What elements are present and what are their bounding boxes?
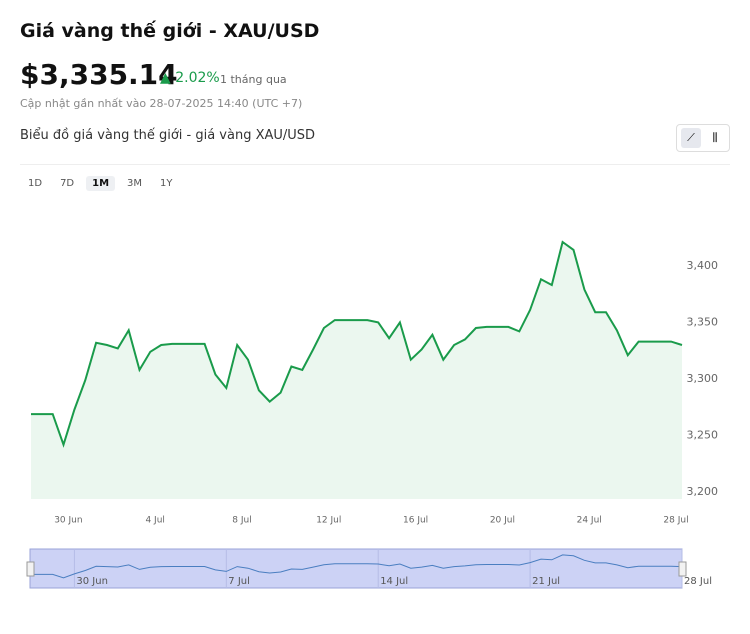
navigator-label: 14 Jul (380, 576, 408, 587)
navigator-line (31, 554, 683, 579)
y-tick-label: 3,400 (687, 259, 719, 272)
x-tick-label: 28 Jul (663, 516, 688, 526)
range-button[interactable]: 1Y (160, 178, 173, 189)
navigator-label: 28 Jul (684, 576, 712, 587)
page-title: Giá vàng thế giới - XAU/USD (20, 20, 320, 42)
x-tick-label: 20 Jul (490, 516, 515, 526)
updated: Cập nhật gần nhất vào 28-07-2025 14:40 (… (20, 97, 303, 110)
y-tick-label: 3,350 (687, 315, 719, 328)
divider (20, 164, 730, 165)
navigator-handle[interactable] (26, 561, 35, 577)
range-buttons: 1D 7D 1M 3M 1Y (22, 176, 179, 191)
line-mode[interactable]: ⟋ (681, 128, 701, 148)
change-value: 2.02% (175, 70, 220, 86)
range-button[interactable]: 3M (127, 178, 143, 189)
range-button[interactable]: 1D (28, 178, 43, 189)
chart-type-toggle[interactable]: ⟋ ⫼ (676, 124, 730, 152)
y-tick-label: 3,250 (687, 429, 719, 442)
x-tick-label: 16 Jul (403, 516, 428, 526)
range-button[interactable]: 7D (60, 178, 75, 189)
line (31, 240, 683, 448)
navigator-label: 7 Jul (228, 576, 250, 587)
navigator-label: 30 Jun (76, 576, 108, 587)
x-tick-label: 30 Jun (54, 516, 82, 526)
candle-mode[interactable]: ⫼ (712, 131, 718, 144)
x-tick-label: 24 Jul (577, 516, 602, 526)
period: 1 tháng qua (220, 73, 287, 86)
navigator-label: 21 Jul (532, 576, 560, 587)
navigator (29, 548, 683, 589)
range-button[interactable]: 1M (86, 176, 116, 191)
y-tick-label: 3,200 (687, 485, 719, 498)
change: ▲ 2.02% (160, 70, 220, 86)
x-tick-label: 12 Jul (316, 516, 341, 526)
x-tick-label: 4 Jul (145, 516, 164, 526)
chart-heading: Biểu đồ giá vàng thế giới - giá vàng XAU… (20, 128, 316, 143)
navigator-handle[interactable] (678, 561, 687, 577)
x-tick-label: 8 Jul (232, 516, 251, 526)
y-tick-label: 3,300 (687, 372, 719, 385)
price: $3,335.14 (20, 58, 178, 91)
area (31, 242, 682, 499)
